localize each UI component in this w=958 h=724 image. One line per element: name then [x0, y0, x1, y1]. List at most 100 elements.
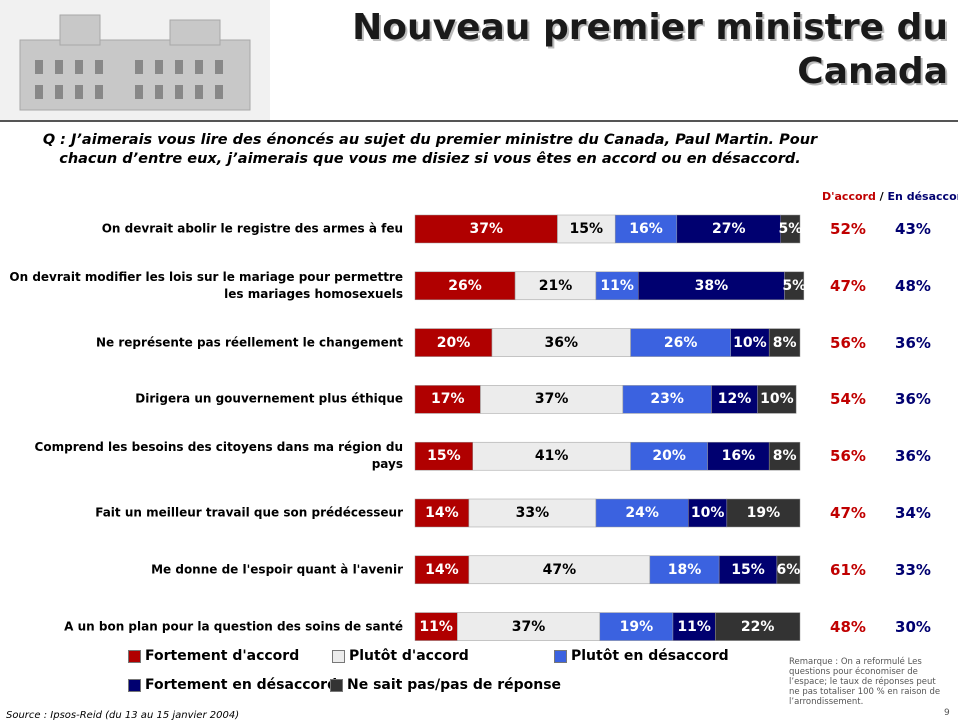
value-label: 41%: [534, 448, 569, 465]
bar-segment: [730, 328, 770, 357]
value-label: 16%: [629, 221, 663, 237]
value-label: 37%: [511, 618, 546, 635]
value-label: 11%: [600, 277, 634, 294]
legend-item: Plutôt en désaccord: [554, 648, 729, 664]
summary-value: 48%: [830, 617, 866, 636]
value-label: 26%: [448, 277, 482, 294]
summary-value: 61%: [830, 560, 866, 579]
summary-header-disagree: En désaccord: [887, 190, 958, 203]
value-label: 20%: [652, 448, 686, 465]
value-label: 36%: [544, 334, 579, 351]
value-label: 24%: [625, 505, 659, 521]
category-label: Ne représente pas réellement le changeme…: [96, 335, 403, 350]
value-label: 19%: [619, 618, 654, 635]
summary-header: D'accord / En désaccord: [822, 190, 958, 203]
legend-item: Fortement d'accord: [128, 648, 299, 664]
bar-segment: [638, 271, 785, 301]
bar-segment: [672, 612, 716, 641]
bar-segment: [757, 385, 797, 414]
value-label: 14%: [425, 561, 459, 578]
legend-item: Ne sait pas/pas de réponse: [330, 677, 561, 693]
summary-value: 43%: [895, 220, 931, 238]
bar-segment: [468, 555, 651, 585]
bars: [414, 214, 805, 641]
legend-swatch: [554, 649, 567, 663]
legend-label: Plutôt en désaccord: [571, 648, 729, 664]
bar-segment: [614, 214, 678, 244]
bar-segment: [414, 328, 493, 357]
category-label: On devrait abolir le registre des armes …: [101, 221, 403, 236]
value-label: 18%: [667, 561, 702, 578]
value-label: 10%: [690, 505, 725, 521]
summary-value: 33%: [895, 560, 931, 579]
category-label: Comprend les besoins des citoyens dans m…: [34, 440, 403, 472]
bar-segment: [557, 214, 616, 244]
value-label: 15%: [569, 221, 604, 237]
value-label: 20%: [436, 334, 471, 351]
summary-value: 47%: [830, 504, 866, 522]
value-label: 11%: [419, 618, 453, 635]
bar-segment: [599, 612, 674, 641]
title: Nouveau premier ministre du Canada: [308, 6, 948, 94]
bar-segment: [491, 328, 631, 357]
value-label: 23%: [650, 391, 684, 408]
bar-segment: [414, 498, 470, 528]
category-label: Me donne de l'espoir quant à l'avenir: [151, 562, 403, 577]
bar-segment: [676, 214, 781, 244]
value-label: 47%: [542, 561, 577, 578]
bar-segment: [768, 328, 801, 357]
value-label: 15%: [731, 561, 765, 578]
bar-segment: [457, 612, 601, 641]
value-label: 10%: [733, 334, 767, 351]
value-label: 12%: [717, 391, 752, 408]
bar-segment: [649, 555, 720, 585]
value-label: 19%: [746, 505, 781, 521]
value-label: 5%: [778, 221, 803, 237]
title-line: Nouveau premier ministre du: [352, 7, 948, 48]
bar-segment: [414, 441, 473, 471]
bar-segment: [414, 555, 470, 585]
summary-value: 34%: [895, 504, 931, 522]
summary-value: 36%: [895, 390, 931, 409]
summary-value: 36%: [895, 333, 931, 352]
bar-segment: [472, 441, 631, 471]
value-label: 14%: [425, 505, 459, 521]
title-line: Canada: [797, 51, 948, 92]
bar-segment: [622, 385, 712, 414]
bar-segment: [468, 498, 597, 528]
bar-segment: [768, 441, 801, 471]
bar-segment: [715, 612, 801, 641]
bar-segment: [414, 214, 558, 244]
value-label: 5%: [782, 277, 807, 294]
legend-label: Fortement en désaccord: [145, 677, 338, 693]
legend-item: Fortement en désaccord: [128, 677, 337, 693]
bar-segment: [595, 271, 639, 301]
summary-value: 56%: [830, 333, 866, 352]
value-label: 33%: [515, 505, 550, 521]
bar-segment: [784, 271, 805, 301]
summary-header-agree: D'accord: [822, 190, 876, 203]
summary-value: 52%: [830, 220, 866, 238]
legend-swatch: [128, 649, 141, 663]
category-label: On devrait modifier les lois sur le mari…: [9, 269, 403, 301]
value-label: 10%: [760, 391, 794, 408]
legend-item: Plutôt d'accord: [332, 648, 469, 664]
value-label: 17%: [430, 391, 465, 408]
value-label: 26%: [663, 334, 698, 351]
value-label: 21%: [538, 277, 573, 294]
summary-value: 36%: [895, 447, 931, 466]
summary-value: 56%: [830, 447, 866, 466]
category-label: Fait un meilleur travail que son prédéce…: [95, 505, 403, 520]
legend-swatch: [330, 678, 343, 692]
value-label: 16%: [721, 448, 756, 465]
value-label: 6%: [776, 561, 801, 578]
question: Q : J’aimerais vous lire des énoncés au …: [42, 132, 818, 167]
summary-value: 48%: [895, 276, 931, 295]
value-label: 22%: [740, 618, 775, 635]
category-label: Dirigera un gouvernement plus éthique: [135, 391, 403, 406]
value-label: 11%: [677, 618, 711, 635]
value-label: 38%: [694, 277, 729, 294]
page-number: 9: [944, 708, 950, 718]
